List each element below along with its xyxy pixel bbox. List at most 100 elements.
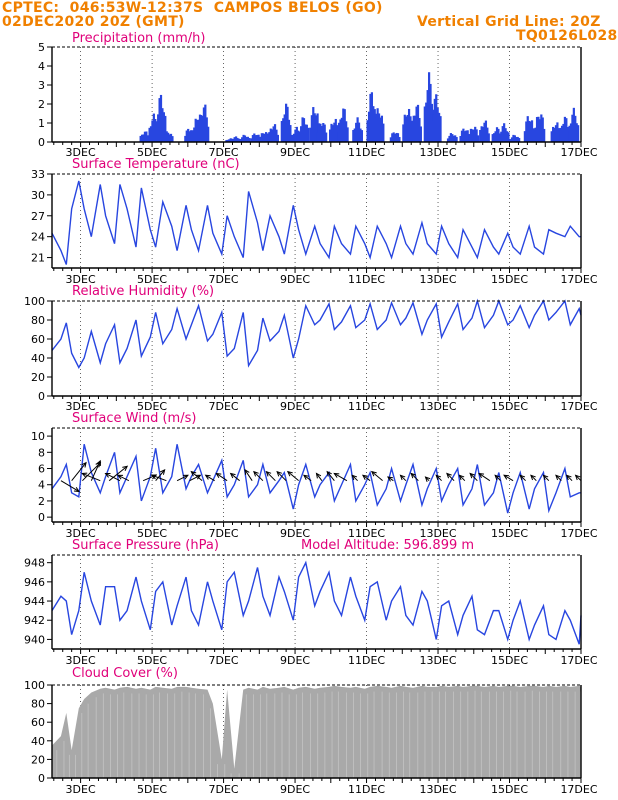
wind-arrowhead xyxy=(574,474,581,481)
cloud-column xyxy=(274,693,276,778)
surface-wind-panel xyxy=(47,427,582,527)
precip-bar xyxy=(205,117,208,142)
precip-bar xyxy=(298,131,301,142)
precip-bar xyxy=(161,108,164,142)
precip-bar xyxy=(165,131,168,142)
x-tick-label: 7DEC xyxy=(209,146,239,159)
wind-arrow xyxy=(519,474,526,482)
wind-arrow xyxy=(410,473,419,482)
precip-bar xyxy=(391,133,394,142)
x-tick-label: 17DEC xyxy=(560,273,597,286)
precip-bar xyxy=(377,113,381,142)
cloud-column xyxy=(460,691,462,778)
precip-bar xyxy=(569,123,573,142)
x-tick-label: 15DEC xyxy=(491,400,528,413)
precip-bar xyxy=(154,118,157,142)
precip-bar xyxy=(340,117,343,142)
y-tick-label: 944 xyxy=(24,595,45,608)
cloud-column xyxy=(445,691,446,778)
wind-arrowhead xyxy=(229,472,236,479)
precip-bar xyxy=(446,138,450,142)
wind-arrow xyxy=(105,473,121,482)
precip-bar xyxy=(285,103,288,142)
precip-bar xyxy=(566,127,569,142)
precip-bar xyxy=(382,123,385,142)
precip-bar xyxy=(416,104,420,142)
grid-line-info: Vertical Grid Line: 20Z xyxy=(417,14,601,30)
precip-bar xyxy=(419,126,422,142)
wind-arrowhead xyxy=(303,474,309,480)
precip-bar xyxy=(429,83,432,142)
wind-arrowhead xyxy=(542,474,549,481)
x-tick-label: 7DEC xyxy=(209,783,239,796)
precip-bar xyxy=(402,124,405,142)
precip-bar xyxy=(355,122,358,142)
precip-bar xyxy=(398,137,401,142)
precip-bar xyxy=(148,127,151,142)
wind-arrowhead xyxy=(386,476,393,482)
precip-bar xyxy=(234,136,238,142)
x-tick-label: 13DEC xyxy=(419,273,456,286)
precip-bar xyxy=(512,134,515,142)
precip-bar xyxy=(510,137,514,142)
precip-bar xyxy=(465,130,468,142)
precip-bar xyxy=(373,109,376,142)
wind-arrow xyxy=(543,474,550,482)
wind-arrow xyxy=(446,473,455,482)
precip-bar xyxy=(394,133,397,142)
precip-bar xyxy=(312,107,315,142)
precip-bar xyxy=(162,112,165,142)
precip-bar xyxy=(468,134,471,142)
precip-bar xyxy=(513,135,516,142)
precip-bar xyxy=(537,116,540,142)
wind-arrow xyxy=(530,474,537,482)
precip-bar xyxy=(171,136,174,142)
precip-bar xyxy=(491,134,494,142)
cloud-column xyxy=(480,691,482,778)
wind-arrowhead xyxy=(96,459,101,466)
precip-bar xyxy=(369,93,372,142)
cloud-column xyxy=(324,692,326,778)
wind-arrowhead xyxy=(81,461,87,468)
precip-bar xyxy=(151,120,154,142)
precip-bar xyxy=(409,116,412,142)
wind-arrow xyxy=(176,474,189,482)
precip-bar xyxy=(199,115,203,142)
precip-bar xyxy=(275,129,278,142)
cloud-column xyxy=(567,691,569,778)
x-tick-label: 13DEC xyxy=(419,146,456,159)
precip-bar xyxy=(530,120,534,142)
precip-bar xyxy=(360,130,363,142)
cloud-column xyxy=(331,691,333,778)
wind-arrowhead xyxy=(81,472,88,478)
precip-bar xyxy=(196,119,199,142)
cloud-column xyxy=(510,690,512,778)
y-tick-label: 6 xyxy=(38,463,45,476)
cloud-column xyxy=(496,691,497,778)
wind-arrowhead xyxy=(424,476,431,482)
cloud-column xyxy=(87,703,89,778)
x-tick-label: 3DEC xyxy=(66,273,96,286)
wind-arrowhead xyxy=(435,474,442,481)
wind-arrowhead xyxy=(286,470,293,477)
wind-arrowhead xyxy=(104,472,111,478)
precip-bar xyxy=(297,130,300,142)
precip-bar xyxy=(436,107,439,142)
cloud-column xyxy=(75,754,76,778)
cloud-column xyxy=(131,693,133,778)
cloud-column xyxy=(203,694,204,778)
precip-bar xyxy=(331,125,335,142)
precip-bar xyxy=(501,126,504,142)
cloud-column xyxy=(145,694,147,778)
wind-arrowhead xyxy=(190,470,197,477)
wind-arrow xyxy=(316,473,323,481)
y-tick-label: 100 xyxy=(24,679,45,692)
precip-bar xyxy=(460,130,464,142)
cloud-column xyxy=(409,692,411,778)
wind-arrowhead xyxy=(458,474,465,481)
cloud-column xyxy=(367,693,369,778)
cloud-column xyxy=(224,764,226,778)
x-tick-label: 11DEC xyxy=(348,273,385,286)
precip-bar xyxy=(471,129,474,142)
y-tick-label: 40 xyxy=(31,735,45,748)
